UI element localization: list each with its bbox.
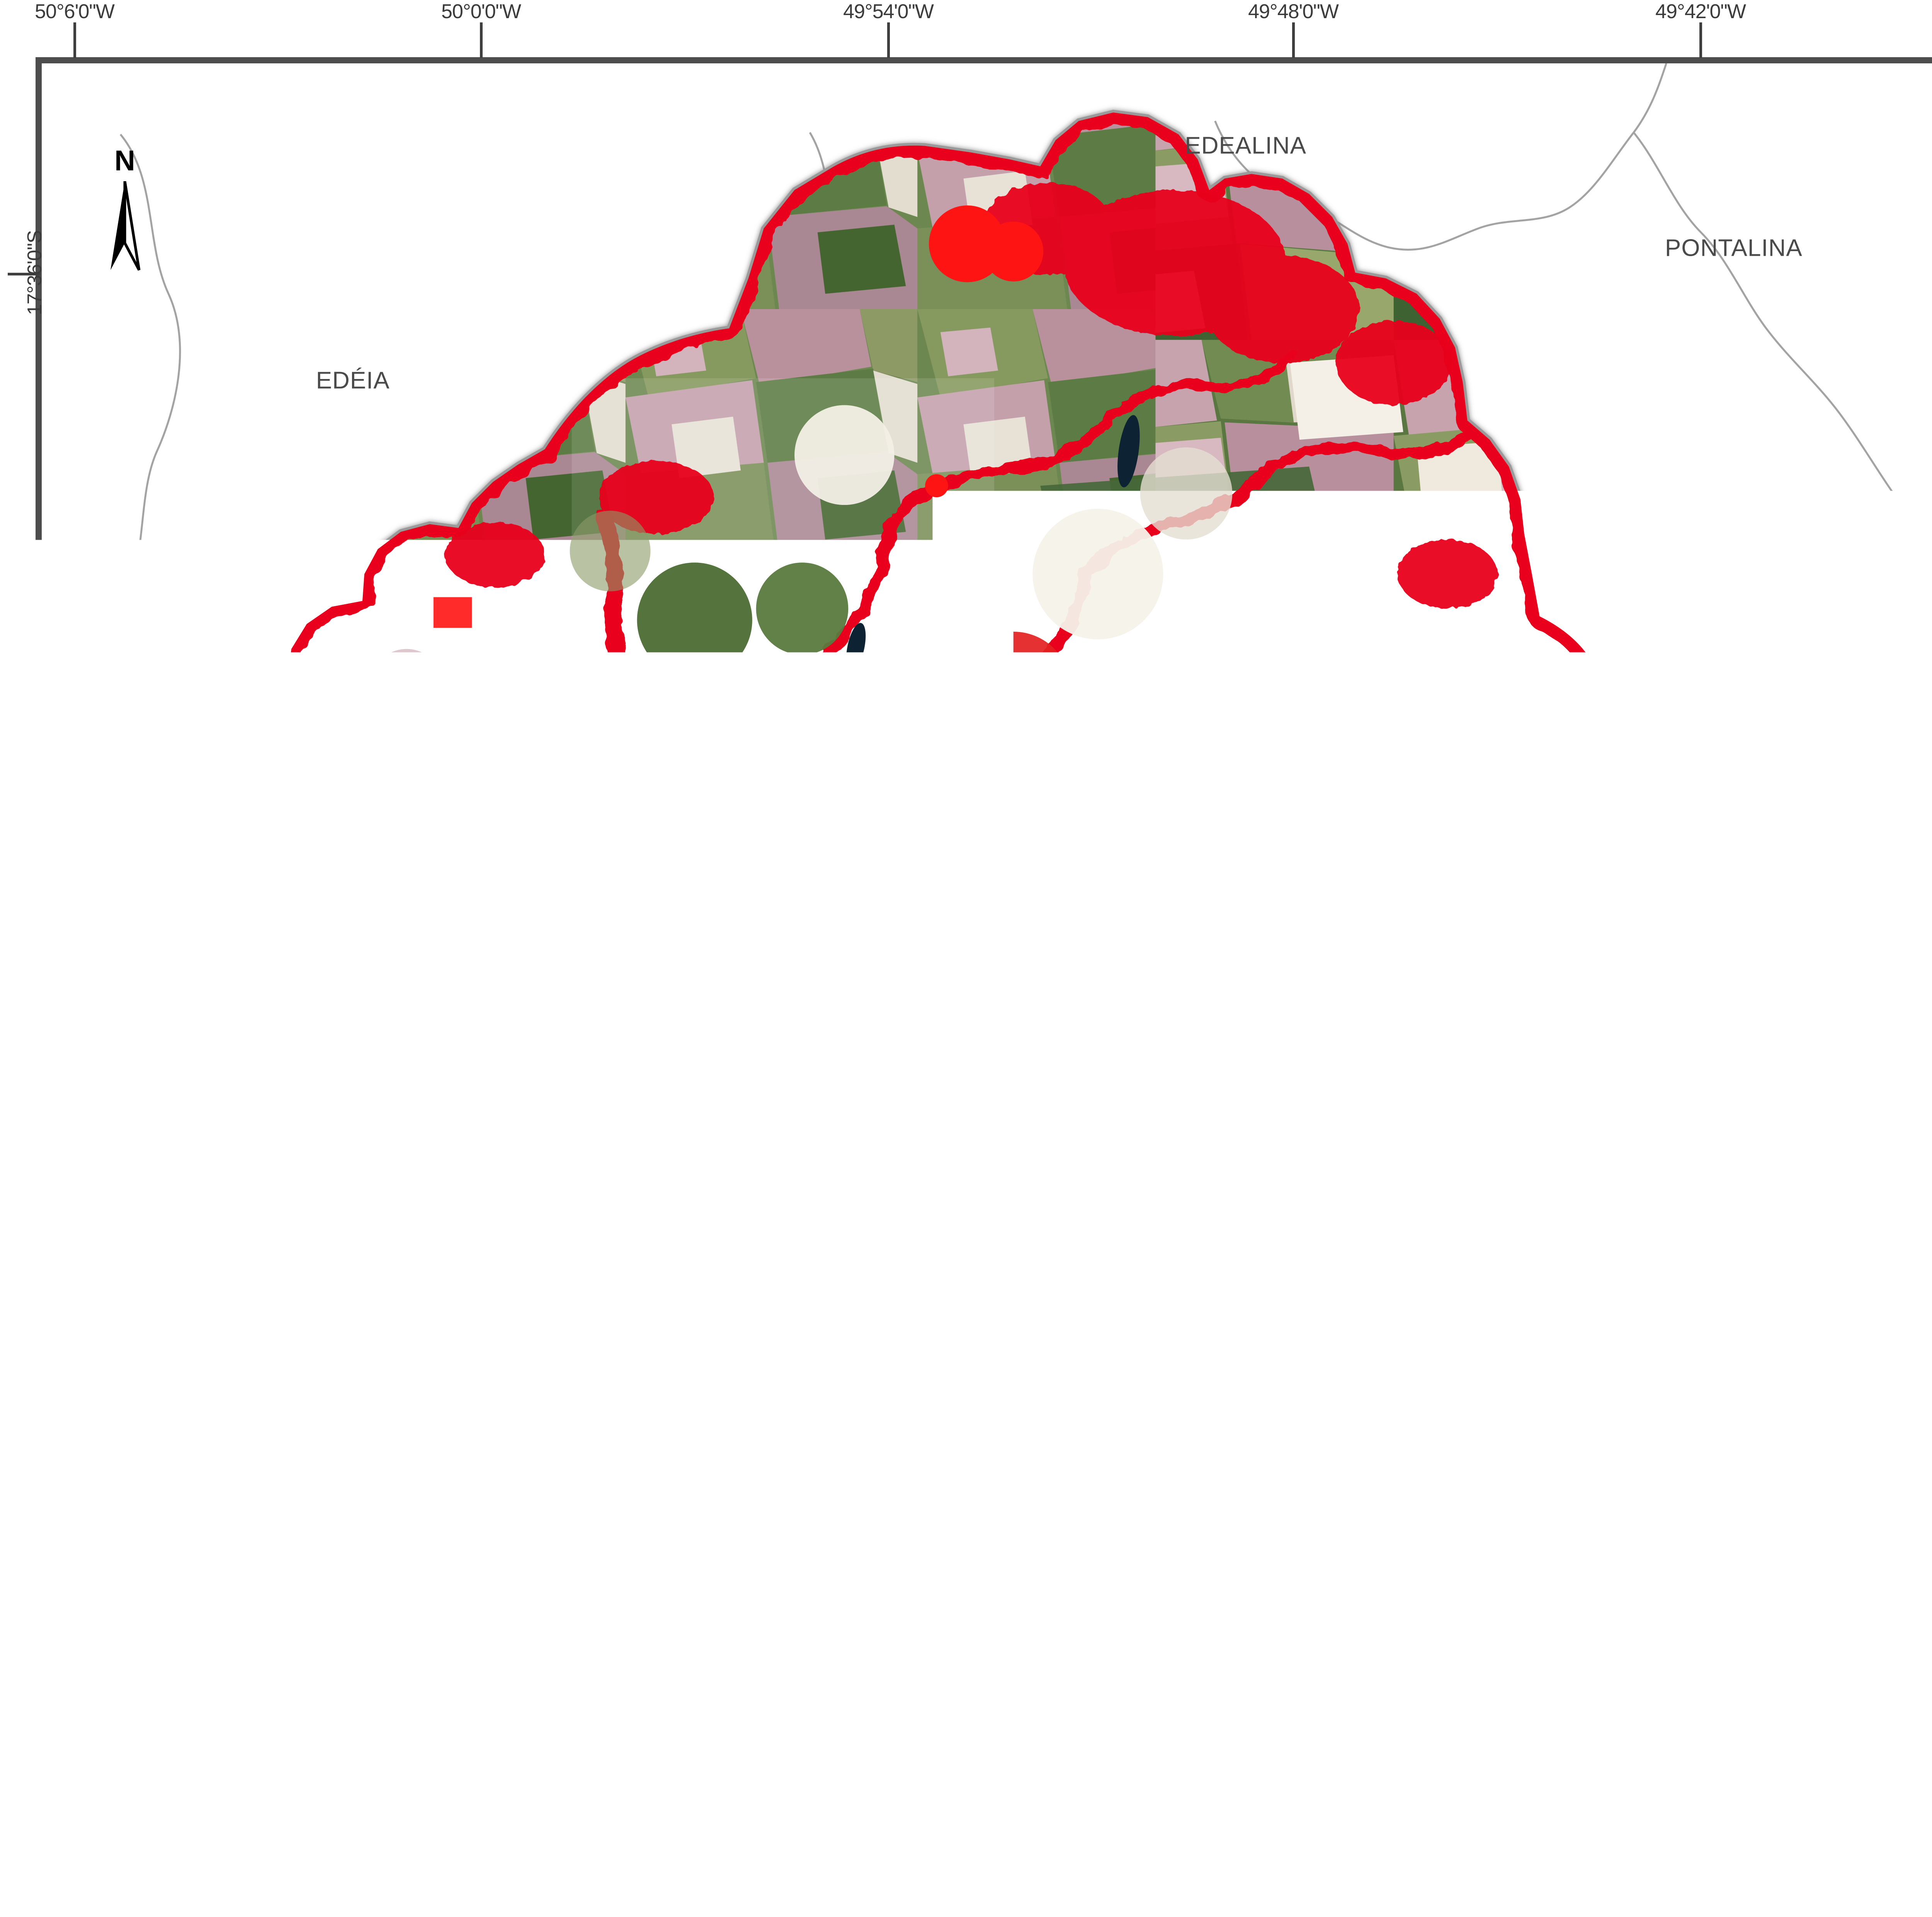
scale-label-12: 12 km xyxy=(612,1755,671,1781)
lon-label-bot-0: 50°6'0"W xyxy=(35,1890,114,1914)
scale-segment-1 xyxy=(140,1783,264,1810)
map-frame: EDEALINA PONTALINA EDÉIA JOVIÂNIA GOIATU… xyxy=(36,57,1932,1862)
lon-label-bot-3: 49°48'0"W xyxy=(1248,1890,1338,1914)
lon-label-top-2: 49°54'0"W xyxy=(843,0,934,23)
lon-label-bot-2: 49°54'0"W xyxy=(843,1890,934,1914)
lon-tick-top-3 xyxy=(1292,22,1295,58)
place-label-edealina: EDEALINA xyxy=(1185,132,1306,160)
lon-label-bot-1: 50°0'0"W xyxy=(441,1890,521,1914)
lon-label-top-1: 50°0'0"W xyxy=(441,0,521,23)
lon-tick-top-0 xyxy=(73,22,76,58)
place-label-goiatuba: GOIATUBA xyxy=(945,1518,1070,1545)
place-label-joviania: JOVIÂNIA xyxy=(1735,1348,1847,1375)
lon-label-top-3: 49°48'0"W xyxy=(1248,0,1338,23)
lon-tick-top-4 xyxy=(1699,22,1702,58)
place-label-pontalina: PONTALINA xyxy=(1665,234,1803,262)
north-arrow-glyph xyxy=(100,181,150,274)
lon-label-top-0: 50°6'0"W xyxy=(35,0,114,23)
lon-label-bot-4: 49°42'0"W xyxy=(1655,1890,1746,1914)
scale-bar: 0 3 6 12 km xyxy=(140,1755,637,1810)
lon-label-top-4: 49°42'0"W xyxy=(1655,0,1746,23)
lat-label-1: 17°42'0"S xyxy=(23,696,46,781)
north-arrow: N xyxy=(100,146,150,274)
scale-bar-track xyxy=(140,1783,637,1810)
satellite-imagery-canvas xyxy=(42,63,1932,1858)
lat-label-0: 17°36'0"S xyxy=(23,230,46,315)
lon-tick-top-2 xyxy=(887,22,890,58)
scale-segment-2 xyxy=(264,1783,388,1810)
scale-label-6: 6 xyxy=(383,1755,395,1781)
place-label-edeia: EDÉIA xyxy=(316,367,390,394)
scale-bar-labels: 0 3 6 12 km xyxy=(140,1755,637,1783)
lat-label-2: 17°48'0"S xyxy=(23,1162,46,1247)
place-label-porteirao: PORTEIRÃO xyxy=(232,1636,376,1664)
scale-label-3: 3 xyxy=(259,1755,270,1781)
scale-segment-3 xyxy=(389,1783,637,1810)
lon-tick-top-1 xyxy=(480,22,483,58)
lat-label-3: 17°54'0"S xyxy=(23,1627,46,1712)
north-arrow-letter: N xyxy=(114,146,135,175)
scale-label-0: 0 xyxy=(134,1755,146,1781)
